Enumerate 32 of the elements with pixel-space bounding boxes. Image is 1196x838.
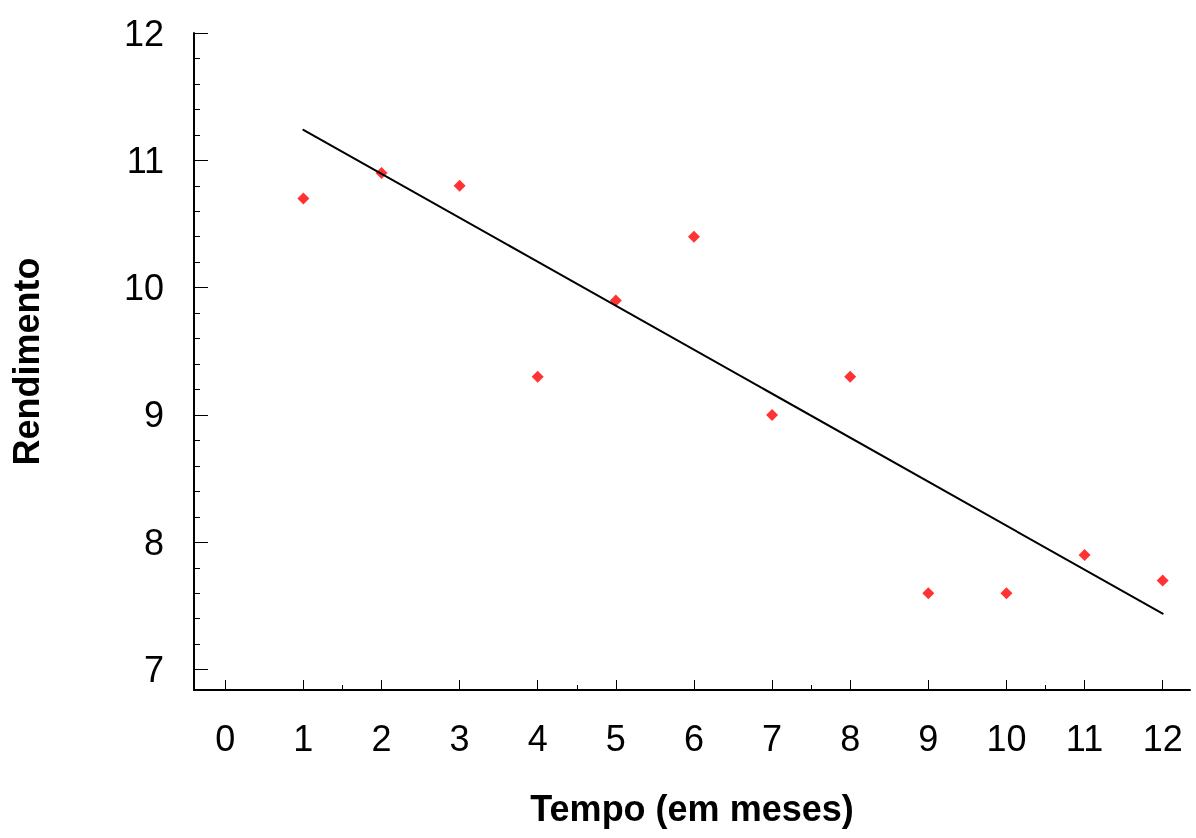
x-tick-label: 0 <box>215 717 236 759</box>
point <box>297 192 310 205</box>
x-tick-label: 10 <box>986 717 1027 759</box>
point <box>1000 587 1013 600</box>
y-tick-label: 12 <box>123 12 164 54</box>
point <box>531 370 544 383</box>
x-tick-label: 4 <box>527 717 548 759</box>
y-tick-label: 10 <box>123 267 164 309</box>
y-tick-label: 7 <box>143 649 164 691</box>
y-tick-label: 9 <box>143 394 164 436</box>
x-tick-label: 6 <box>683 717 704 759</box>
x-tick-label: 11 <box>1065 717 1104 759</box>
x-axis-title: Tempo (em meses) <box>530 787 854 829</box>
point <box>687 230 700 243</box>
x-tick-label: 5 <box>605 717 626 759</box>
point <box>844 370 857 383</box>
y-tick-label: 11 <box>126 139 164 181</box>
point <box>1078 549 1091 562</box>
point <box>1156 574 1169 587</box>
point <box>453 179 466 192</box>
x-tick-label: 9 <box>918 717 939 759</box>
y-axis-title: Rendimento <box>5 257 47 466</box>
point <box>766 408 779 421</box>
x-tick-label: 1 <box>293 717 314 759</box>
x-tick-label: 8 <box>840 717 861 759</box>
x-tick-label: 12 <box>1142 717 1183 759</box>
x-tick-label: 3 <box>449 717 470 759</box>
point <box>609 294 622 307</box>
point <box>922 587 935 600</box>
x-tick-label: 7 <box>762 717 783 759</box>
x-tick-label: 2 <box>371 717 392 759</box>
y-tick-label: 8 <box>143 521 164 563</box>
